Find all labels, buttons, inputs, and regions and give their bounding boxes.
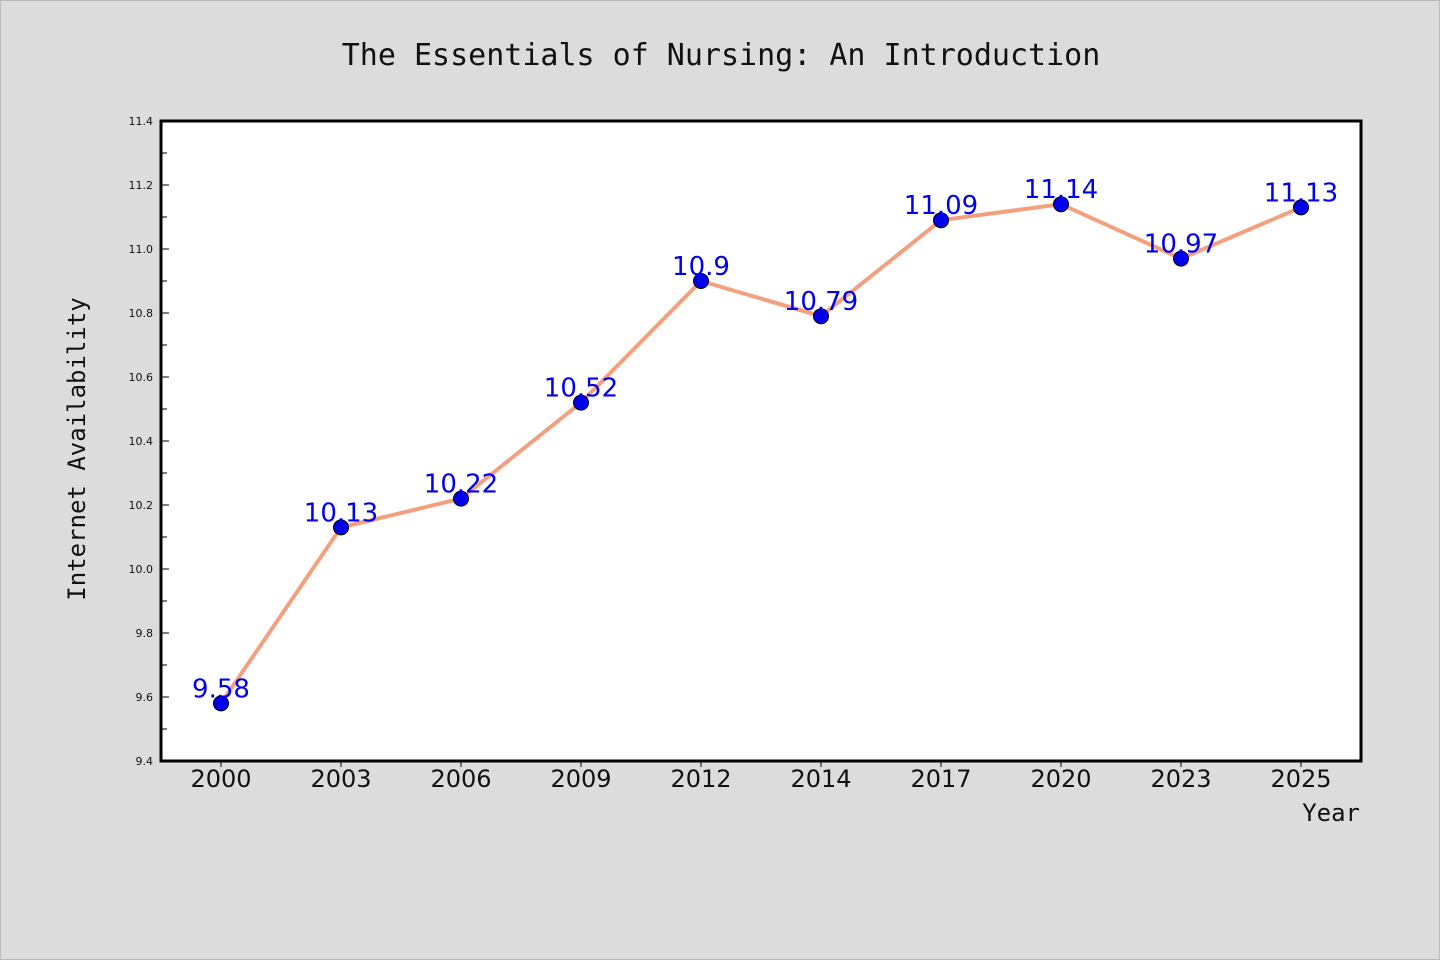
series-line bbox=[219, 202, 1303, 706]
data-point bbox=[933, 212, 949, 229]
data-label: 10.52 bbox=[544, 374, 618, 404]
data-labels: 9.58 10.13 10.22 10.52 10.9 10.79 11.09 11.14 10… bbox=[192, 175, 1338, 704]
y-tick-label: 11.4 bbox=[129, 115, 154, 128]
x-tick-label: 2023 bbox=[1150, 765, 1211, 793]
y-tick-label: 10.0 bbox=[129, 563, 154, 576]
x-axis-label: Year bbox=[1302, 799, 1360, 827]
data-point bbox=[813, 308, 829, 325]
x-tick-label: 2003 bbox=[310, 765, 371, 793]
data-point bbox=[1053, 196, 1069, 213]
data-label: 10.22 bbox=[424, 470, 498, 500]
y-tick-label: 9.8 bbox=[136, 627, 154, 640]
x-tick-label: 2020 bbox=[1030, 765, 1091, 793]
y-tick-label: 10.8 bbox=[129, 307, 154, 320]
y-tick-label: 9.4 bbox=[136, 755, 154, 768]
y-tick-label: 11.2 bbox=[129, 179, 154, 192]
plot-area bbox=[159, 119, 1363, 763]
series-layer bbox=[213, 196, 1309, 712]
data-point bbox=[1173, 250, 1189, 267]
data-point bbox=[213, 695, 229, 712]
chart-title: The Essentials of Nursing: An Introducti… bbox=[342, 38, 1101, 73]
y-tick-label: 10.2 bbox=[129, 499, 154, 512]
data-point bbox=[333, 519, 349, 536]
data-label: 11.13 bbox=[1264, 178, 1338, 208]
data-label: 10.13 bbox=[304, 498, 378, 528]
y-axis: 9.4 9.6 9.8 10.0 10.2 10.4 10.6 10.8 11.0 11.2 11.… bbox=[129, 115, 169, 768]
data-point bbox=[453, 490, 469, 507]
data-label: 10.97 bbox=[1144, 230, 1218, 260]
data-label: 11.14 bbox=[1024, 175, 1098, 205]
data-point bbox=[573, 394, 589, 411]
data-point bbox=[693, 273, 709, 289]
y-tick-label: 9.6 bbox=[136, 691, 154, 704]
y-tick-label: 10.6 bbox=[129, 371, 154, 384]
x-tick-label: 2000 bbox=[190, 765, 251, 793]
x-tick-label: 2025 bbox=[1270, 765, 1331, 793]
data-label: 11.09 bbox=[904, 191, 978, 221]
y-axis-label: Internet Availability bbox=[63, 297, 91, 600]
x-tick-label: 2009 bbox=[550, 765, 611, 793]
y-tick-label: 10.4 bbox=[129, 435, 154, 448]
x-tick-label: 2014 bbox=[790, 765, 851, 793]
data-label: 10.79 bbox=[784, 287, 858, 317]
y-tick-label: 11.0 bbox=[129, 243, 154, 256]
data-label: 9.58 bbox=[192, 674, 250, 704]
x-tick-label: 2012 bbox=[670, 765, 731, 793]
x-axis: 2000 2003 2006 2009 2012 2014 2017 2020 2023 2025 bbox=[190, 761, 1332, 793]
data-point bbox=[1293, 199, 1309, 216]
x-tick-label: 2017 bbox=[910, 765, 971, 793]
x-tick-label: 2006 bbox=[430, 765, 491, 793]
data-label: 10.9 bbox=[672, 252, 730, 282]
